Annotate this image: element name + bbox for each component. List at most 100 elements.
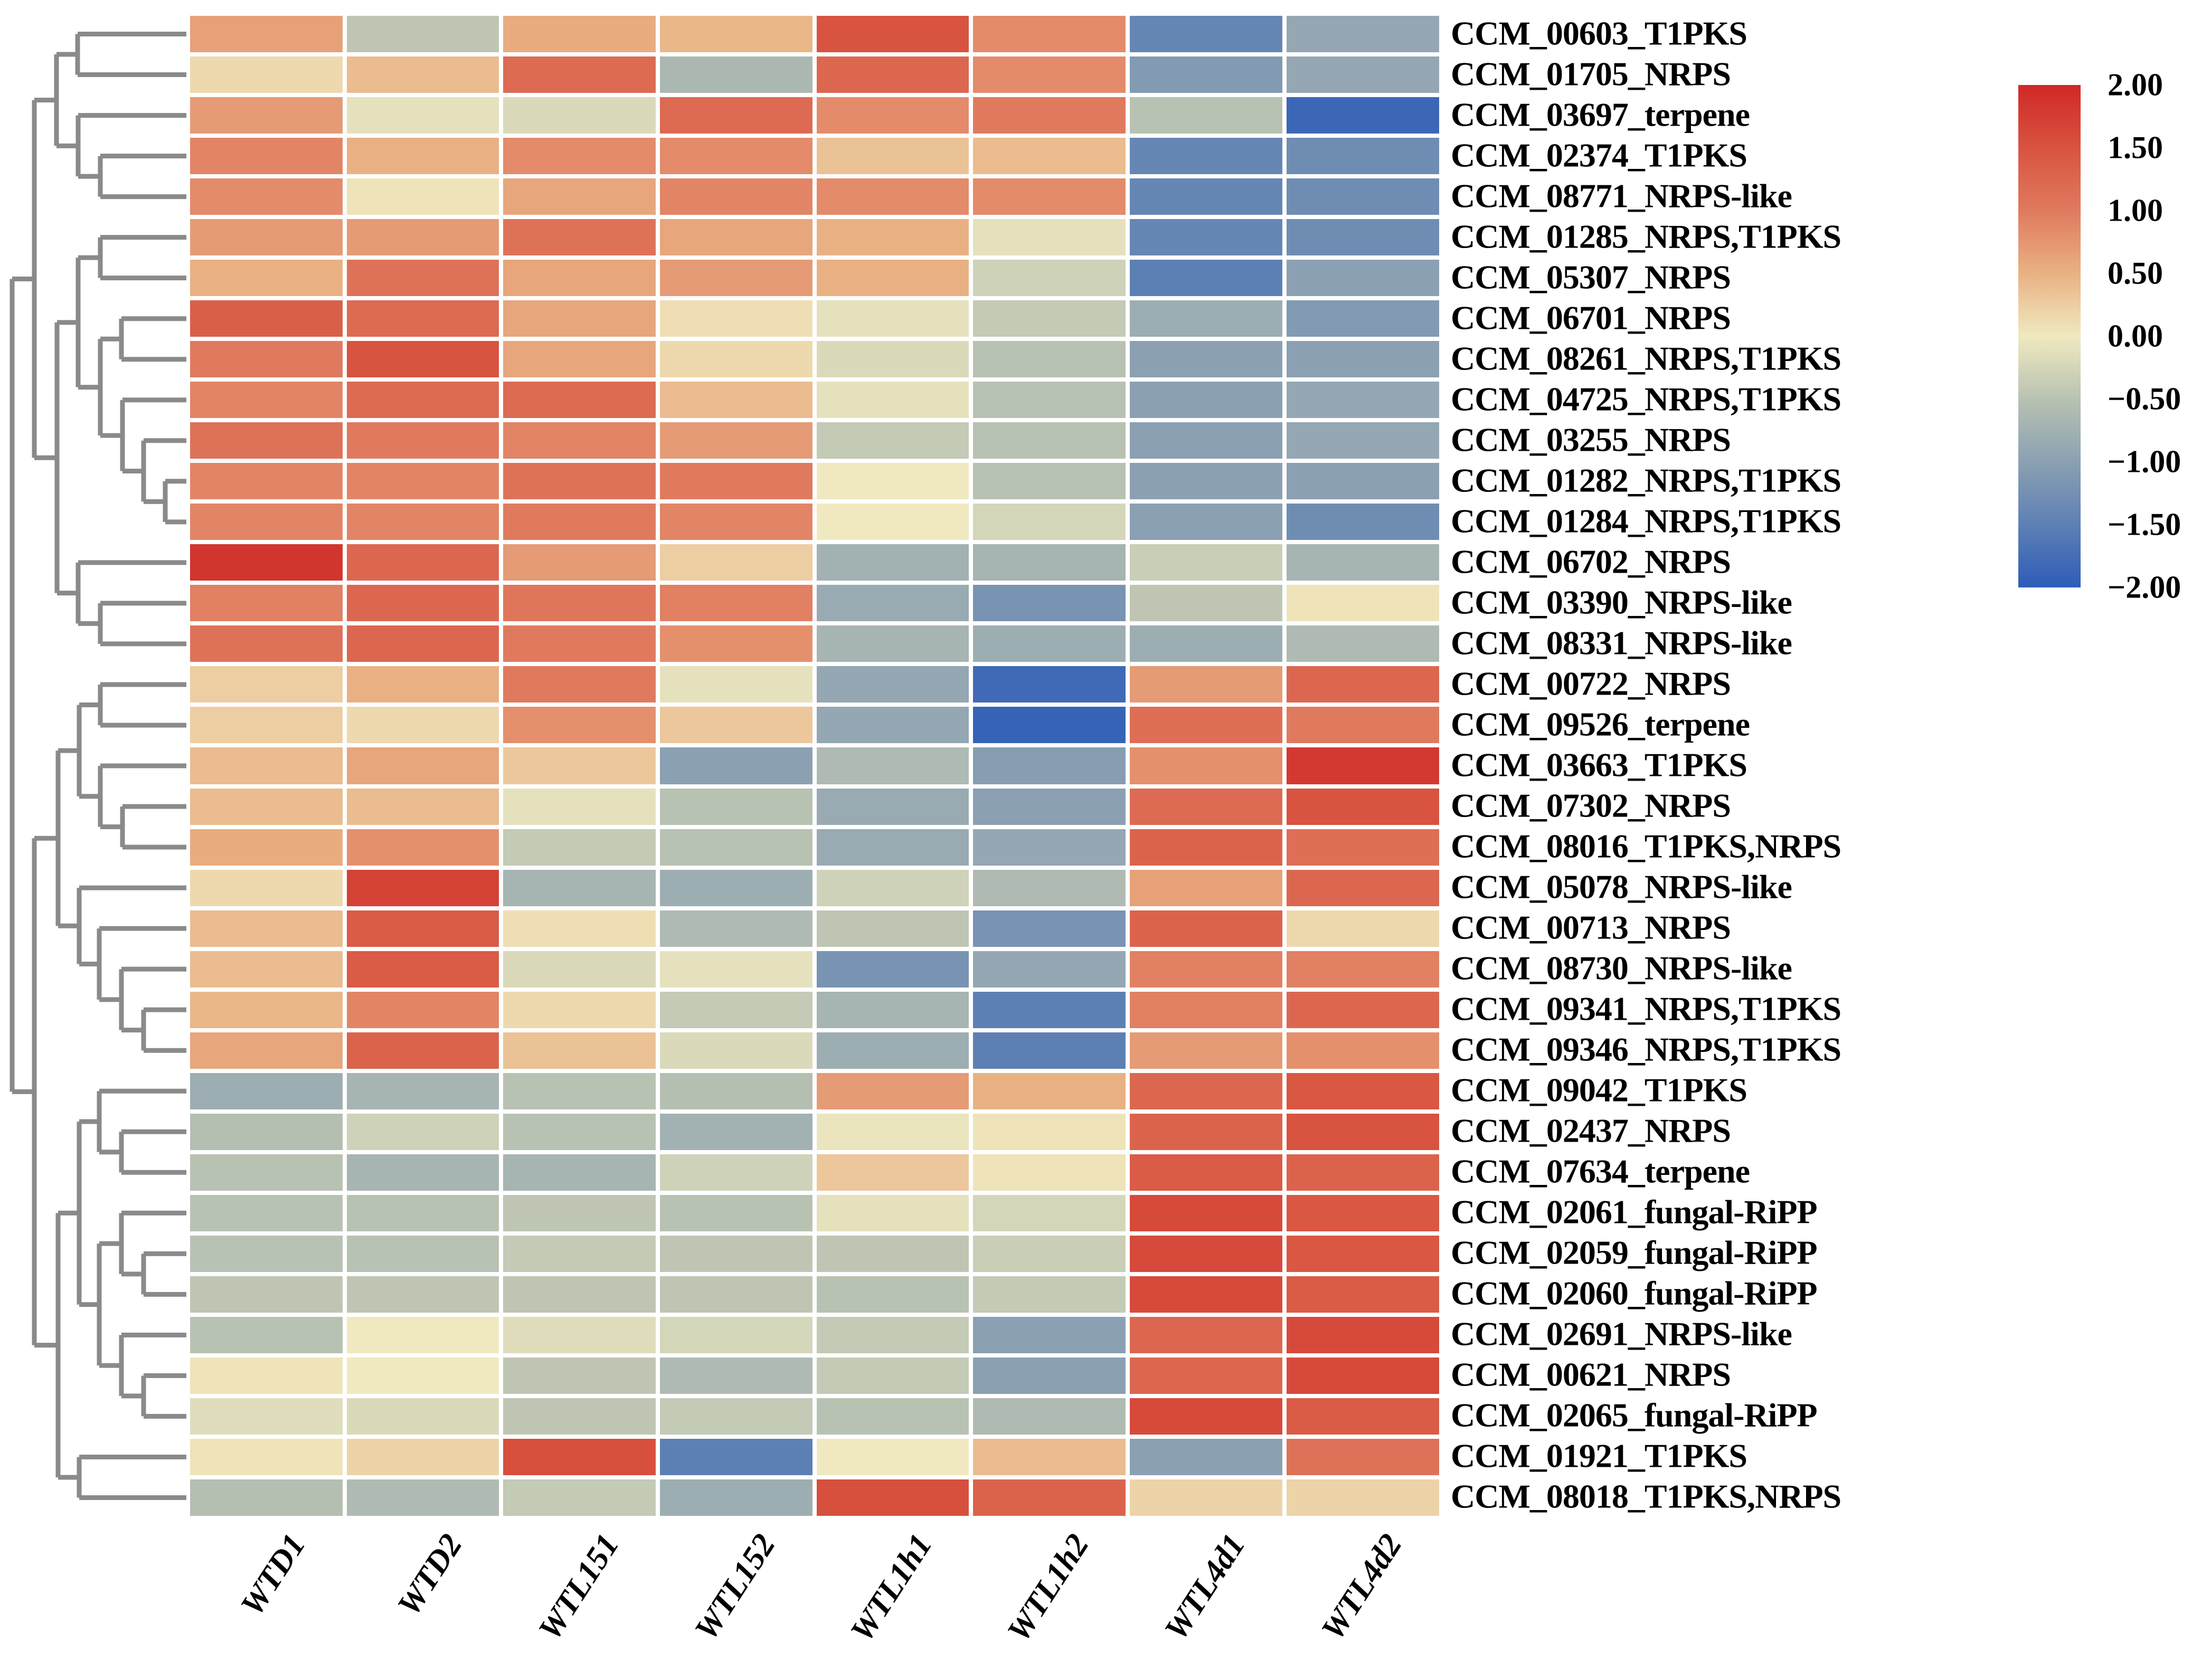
heatmap-cell	[816, 625, 969, 662]
heatmap-cell	[660, 341, 812, 378]
heatmap-cell	[973, 97, 1126, 134]
heatmap-cell	[190, 504, 343, 540]
heatmap-cell	[503, 788, 656, 825]
column-label: WTD1	[234, 1527, 313, 1622]
heatmap-cell	[190, 1194, 343, 1231]
row-dendrogram	[10, 32, 186, 1500]
heatmap-cell	[346, 56, 499, 93]
heatmap-cell	[973, 138, 1126, 175]
heatmap-cell	[503, 1032, 656, 1069]
heatmap-cell	[1130, 544, 1282, 581]
heatmap-cell	[1286, 1438, 1439, 1475]
heatmap-cell	[1130, 1113, 1282, 1150]
heatmap-cell	[816, 260, 969, 297]
heatmap-cell	[503, 1357, 656, 1394]
heatmap-cell	[816, 1072, 969, 1109]
heatmap-cell	[660, 56, 812, 93]
heatmap-cell	[1286, 463, 1439, 500]
row-label: CCM_09042_T1PKS	[1451, 1071, 1747, 1109]
heatmap-cell	[346, 1032, 499, 1069]
heatmap-cell	[973, 707, 1126, 744]
heatmap-cell	[816, 1276, 969, 1313]
heatmap-cell	[503, 1316, 656, 1353]
heatmap-cell	[1130, 991, 1282, 1028]
row-label: CCM_08331_NRPS-like	[1451, 624, 1792, 662]
heatmap-cell	[503, 219, 656, 256]
heatmap-cell	[660, 1194, 812, 1231]
heatmap-cell	[1130, 1235, 1282, 1272]
heatmap-cell	[1130, 138, 1282, 175]
heatmap-cell	[346, 625, 499, 662]
heatmap-cell	[503, 422, 656, 459]
heatmap-cell	[503, 1398, 656, 1435]
heatmap-cell	[1130, 1398, 1282, 1435]
heatmap-cell	[1130, 341, 1282, 378]
heatmap-cell	[973, 829, 1126, 866]
heatmap-cell	[816, 504, 969, 540]
heatmap-cell	[1130, 1438, 1282, 1475]
heatmap-cell	[346, 341, 499, 378]
heatmap-cell	[1130, 1032, 1282, 1069]
heatmap-cell	[1286, 260, 1439, 297]
heatmap-cell	[1286, 219, 1439, 256]
row-label: CCM_03697_terpene	[1451, 96, 1750, 134]
colorbar-tick: −2.00	[2108, 570, 2181, 605]
heatmap-cell	[190, 1438, 343, 1475]
heatmap-cell	[346, 504, 499, 540]
heatmap-cell	[1130, 300, 1282, 337]
heatmap-cell	[503, 138, 656, 175]
heatmap-cell	[346, 1438, 499, 1475]
heatmap-cell	[190, 300, 343, 337]
heatmap-cell	[660, 1154, 812, 1191]
row-label: CCM_03390_NRPS-like	[1451, 583, 1792, 621]
heatmap-cell	[190, 97, 343, 134]
heatmap-cell	[503, 300, 656, 337]
heatmap-cell	[816, 585, 969, 622]
heatmap-cell	[816, 910, 969, 947]
heatmap-cell	[346, 1154, 499, 1191]
heatmap-cell	[190, 138, 343, 175]
heatmap-cell	[816, 788, 969, 825]
heatmap-cell	[190, 1357, 343, 1394]
heatmap-cell	[1286, 1276, 1439, 1313]
heatmap-cell	[346, 1276, 499, 1313]
heatmap-cell	[1286, 300, 1439, 337]
heatmap-cell	[816, 341, 969, 378]
heatmap-cell	[973, 1113, 1126, 1150]
heatmap-cell	[190, 463, 343, 500]
heatmap-cell	[973, 666, 1126, 703]
heatmap-cell	[660, 138, 812, 175]
heatmap-cell	[660, 544, 812, 581]
heatmap-cell	[346, 707, 499, 744]
heatmap-cell	[190, 382, 343, 419]
heatmap-cell	[1130, 1276, 1282, 1313]
heatmap-cell	[503, 991, 656, 1028]
heatmap-cell	[973, 1316, 1126, 1353]
row-label: CCM_08730_NRPS-like	[1451, 949, 1792, 987]
heatmap-cell	[1130, 585, 1282, 622]
row-label: CCM_01282_NRPS,T1PKS	[1451, 461, 1841, 499]
heatmap-cell	[1130, 1154, 1282, 1191]
heatmap-cell	[346, 829, 499, 866]
heatmap-cell	[973, 178, 1126, 215]
heatmap-cell	[660, 585, 812, 622]
heatmap-cell	[190, 1398, 343, 1435]
heatmap-cell	[973, 1154, 1126, 1191]
heatmap-cell	[660, 829, 812, 866]
row-label: CCM_01285_NRPS,T1PKS	[1451, 217, 1841, 255]
heatmap-cell	[1286, 544, 1439, 581]
heatmap-cell	[503, 16, 656, 53]
heatmap-cell	[660, 260, 812, 297]
heatmap-cell	[503, 951, 656, 988]
row-label: CCM_09346_NRPS,T1PKS	[1451, 1030, 1841, 1068]
heatmap-cell	[816, 1357, 969, 1394]
heatmap-cell	[503, 341, 656, 378]
heatmap-cell	[190, 219, 343, 256]
heatmap-cell	[1286, 1357, 1439, 1394]
heatmap-cell	[660, 1357, 812, 1394]
row-label: CCM_07302_NRPS	[1451, 786, 1731, 824]
heatmap-cell	[816, 707, 969, 744]
heatmap-cell	[1286, 829, 1439, 866]
heatmap-cell	[816, 56, 969, 93]
heatmap-cell	[1130, 422, 1282, 459]
